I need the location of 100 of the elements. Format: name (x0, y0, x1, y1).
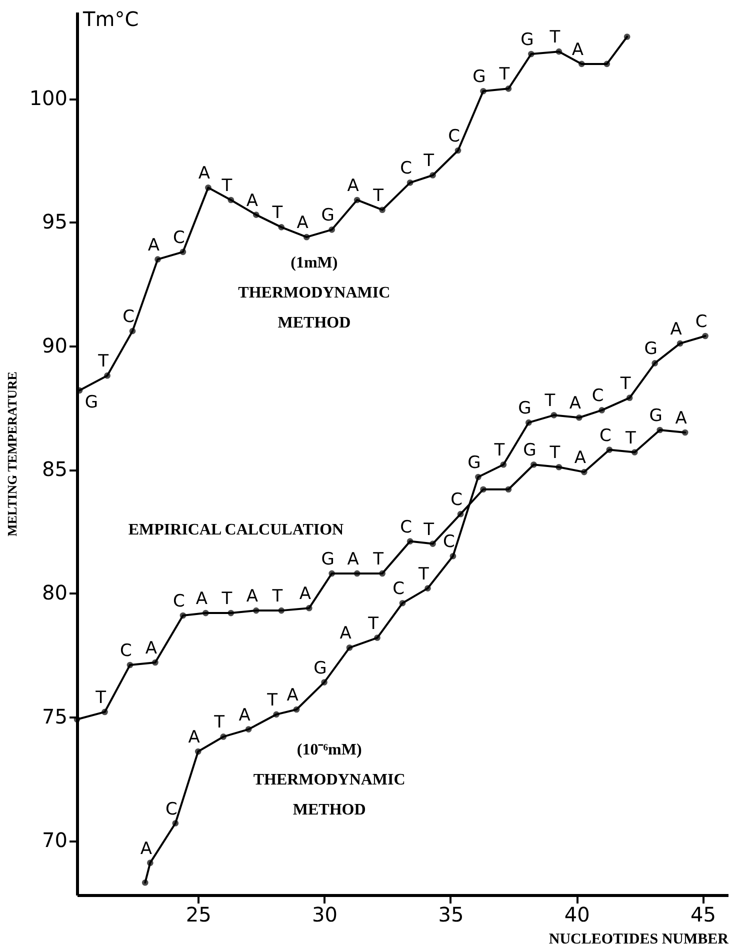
data-label: T (213, 712, 226, 733)
point (321, 679, 328, 686)
data-label: G (472, 67, 486, 88)
data-label: G (518, 398, 532, 419)
data-label: A (140, 838, 152, 859)
point (454, 147, 462, 154)
data-label: A (574, 448, 586, 468)
point (505, 486, 512, 493)
data-label: C (443, 532, 455, 552)
data-label: G (314, 658, 327, 678)
point (194, 748, 202, 755)
data-label: T (97, 352, 110, 372)
data-label: A (296, 213, 309, 234)
point (379, 570, 386, 577)
point (245, 726, 252, 732)
data-label: A (347, 176, 360, 196)
point (505, 86, 512, 92)
point (702, 332, 708, 340)
point (578, 60, 585, 68)
data-label: A (299, 584, 312, 604)
point (379, 206, 386, 214)
data-label: C (120, 640, 132, 661)
point (676, 340, 684, 347)
data-label: T (271, 586, 284, 607)
point (606, 446, 613, 453)
data-label: G (520, 30, 534, 50)
point (430, 540, 436, 547)
point (104, 372, 110, 379)
point (142, 879, 148, 886)
point (202, 610, 209, 616)
point (278, 607, 285, 614)
x-tick-label: 40 (564, 902, 590, 926)
data-label: G (321, 206, 334, 226)
data-label: T (220, 176, 233, 196)
data-label: C (165, 799, 178, 820)
data-label: A (246, 586, 258, 607)
data-label: C (400, 517, 412, 538)
data-label: C (450, 490, 462, 510)
text: (1mM) THERMODYNAMIC METHOD (238, 254, 390, 332)
point (598, 407, 605, 414)
y-tick-label: 90 (42, 333, 68, 358)
data-label: T (544, 391, 556, 412)
point (180, 612, 186, 619)
data-label: A (569, 394, 582, 414)
data-label: T (94, 688, 107, 708)
data-label: A (148, 235, 160, 256)
data-label: A (347, 549, 360, 570)
point (550, 412, 558, 418)
point (475, 474, 482, 480)
data-label: C (695, 312, 708, 332)
point (306, 604, 312, 612)
data-label: C (173, 228, 185, 248)
data-label: A (675, 408, 688, 428)
point (528, 50, 534, 58)
point (180, 248, 186, 256)
point (129, 328, 136, 334)
point (500, 461, 507, 468)
y-tick-label: 75 (42, 704, 68, 728)
text: EMPIRICAL CALCULATION (128, 522, 344, 539)
point (303, 234, 310, 240)
data-label: T (266, 690, 278, 710)
point (682, 429, 688, 436)
data-label: G (523, 440, 536, 461)
point (450, 552, 456, 560)
point (252, 212, 260, 218)
point (631, 449, 638, 456)
point (581, 468, 588, 476)
point (406, 538, 414, 544)
data-label: G (644, 339, 658, 360)
data-label: C (173, 592, 185, 612)
point (556, 48, 562, 55)
point (346, 644, 353, 651)
point (626, 394, 633, 402)
point (656, 426, 664, 434)
point (604, 60, 610, 68)
data-label: A (198, 164, 210, 184)
point (526, 419, 532, 426)
data-label: A (572, 40, 584, 60)
data-label: T (624, 428, 636, 448)
point (205, 184, 212, 191)
point (152, 659, 158, 666)
point (624, 34, 630, 40)
data-label: C (400, 158, 412, 179)
y-tick-label: 85 (42, 457, 68, 482)
data-label: T (220, 589, 233, 610)
point (424, 585, 431, 592)
data-label: A (340, 624, 352, 644)
point (252, 607, 260, 614)
data-label: G (321, 549, 334, 570)
data-label: T (498, 64, 510, 85)
x-tick-label: 35 (438, 902, 464, 926)
data-label: C (592, 386, 604, 406)
point (228, 610, 234, 616)
data-label: A (238, 705, 251, 726)
data-label: C (392, 579, 404, 600)
x-axis-title: NUCLEOTIDES NUMBER (548, 932, 729, 948)
point (328, 226, 336, 233)
y-tick-label: 70 (42, 828, 68, 852)
point (457, 510, 464, 518)
data-label: T (418, 564, 430, 584)
